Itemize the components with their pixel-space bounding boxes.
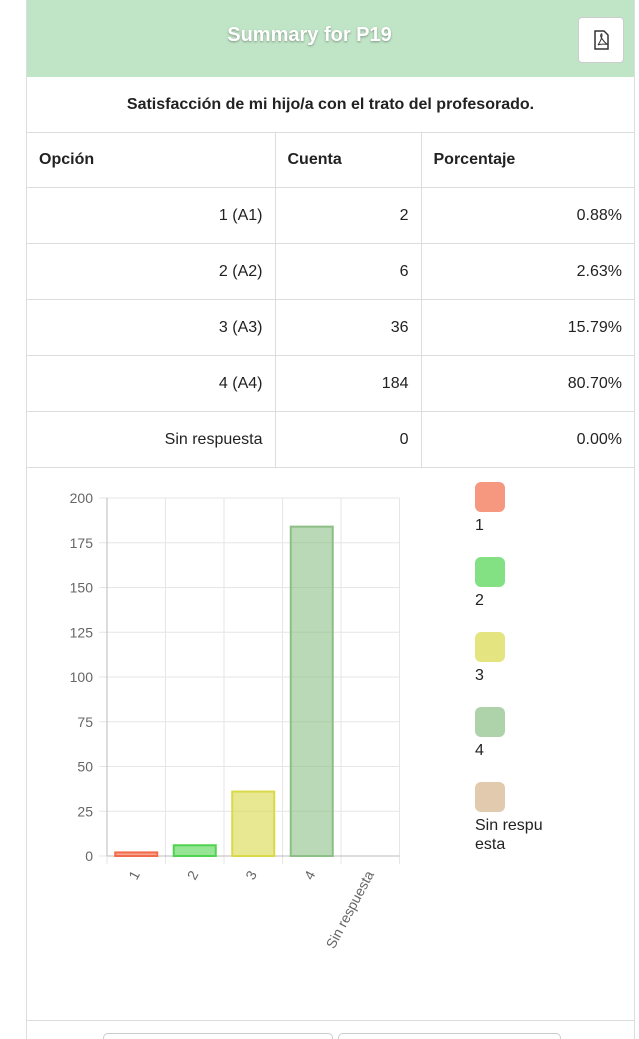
y-tick-label: 50 bbox=[77, 759, 93, 775]
x-tick-label: 1 bbox=[125, 868, 143, 883]
x-tick-label: 2 bbox=[184, 868, 202, 883]
pdf-button[interactable] bbox=[578, 17, 624, 63]
table-cell: 0 bbox=[274, 411, 421, 468]
table-cell: 80.70% bbox=[420, 355, 634, 412]
y-tick-label: 150 bbox=[70, 580, 94, 596]
footer-button[interactable] bbox=[338, 1033, 561, 1039]
legend-swatch bbox=[475, 482, 505, 512]
table-cell: 4 (A4) bbox=[27, 355, 275, 412]
table-cell: 0.00% bbox=[420, 411, 634, 468]
bar bbox=[172, 844, 217, 858]
x-tick-label: Sin respuesta bbox=[323, 868, 377, 951]
legend-label: Sin respuesta bbox=[475, 817, 543, 853]
legend-label: 4 bbox=[475, 742, 484, 759]
table-cell: 2.63% bbox=[420, 243, 634, 300]
table-row: 2 (A2) 6 2.63% bbox=[27, 243, 634, 300]
y-tick-label: 200 bbox=[70, 490, 94, 506]
legend-label: 2 bbox=[475, 592, 484, 609]
table-row: 4 (A4) 184 80.70% bbox=[27, 355, 634, 412]
legend-item: 1 bbox=[475, 482, 547, 535]
table-cell: 6 bbox=[274, 243, 421, 300]
table-cell: 3 (A3) bbox=[27, 299, 275, 356]
table-row: 3 (A3) 36 15.79% bbox=[27, 299, 634, 356]
table-cell: 2 (A2) bbox=[27, 243, 275, 300]
table-cell: 1 (A1) bbox=[27, 187, 275, 244]
y-tick-label: 75 bbox=[77, 714, 93, 730]
table-cell: 0.88% bbox=[420, 187, 634, 244]
x-tick-label: 4 bbox=[301, 868, 319, 883]
panel-title: Summary for P19 bbox=[227, 24, 392, 46]
bar bbox=[114, 851, 159, 858]
y-tick-label: 175 bbox=[70, 535, 94, 551]
legend-label: 3 bbox=[475, 667, 484, 684]
footer-button[interactable] bbox=[103, 1033, 333, 1039]
table-cell: 2 bbox=[274, 187, 421, 244]
table-cell: 15.79% bbox=[420, 299, 634, 356]
y-tick-label: 0 bbox=[85, 848, 93, 864]
bar-chart: 0 25 50 75 100 125 150 175 200 1 2 3 4 Sin respuesta bbox=[70, 490, 400, 951]
legend-swatch bbox=[475, 782, 505, 812]
legend-item: 3 bbox=[475, 632, 547, 685]
legend-item: Sin respuesta bbox=[475, 782, 547, 854]
column-header: Cuenta bbox=[274, 132, 421, 188]
header-row: Opción Cuenta Porcentaje bbox=[27, 132, 634, 188]
table-body: 1 (A1) 2 0.88% 2 (A2) 6 2.63% 3 (A3) 36 15.79% 4 … bbox=[27, 187, 634, 468]
legend-swatch bbox=[475, 557, 505, 587]
summary-panel: Summary for P19 Satisfacción de mi hijo/… bbox=[26, 0, 635, 1039]
column-header: Porcentaje bbox=[420, 132, 634, 188]
panel-header: Summary for P19 bbox=[27, 0, 634, 77]
x-tick-label: 3 bbox=[242, 868, 260, 883]
legend-item: 2 bbox=[475, 557, 547, 610]
table-cell: 184 bbox=[274, 355, 421, 412]
bar bbox=[289, 525, 334, 857]
bar bbox=[231, 790, 276, 857]
table-row: Sin respuesta 0 0.00% bbox=[27, 411, 634, 468]
summary-table: Opción Cuenta Porcentaje 1 (A1) 2 0.88% 2 (A2… bbox=[27, 132, 634, 468]
legend-item: 4 bbox=[475, 707, 547, 760]
pdf-icon bbox=[594, 30, 609, 50]
legend-label: 1 bbox=[475, 517, 484, 534]
footer bbox=[27, 1020, 634, 1039]
table-row: 1 (A1) 2 0.88% bbox=[27, 187, 634, 244]
y-tick-label: 100 bbox=[70, 669, 94, 685]
question-text: Satisfacción de mi hijo/a con el trato d… bbox=[27, 77, 634, 133]
y-tick-label: 25 bbox=[77, 803, 93, 819]
table-cell: 36 bbox=[274, 299, 421, 356]
legend-swatch bbox=[475, 632, 505, 662]
legend-swatch bbox=[475, 707, 505, 737]
y-tick-label: 125 bbox=[70, 624, 94, 640]
column-header: Opción bbox=[27, 132, 275, 188]
table-cell: Sin respuesta bbox=[27, 411, 275, 468]
